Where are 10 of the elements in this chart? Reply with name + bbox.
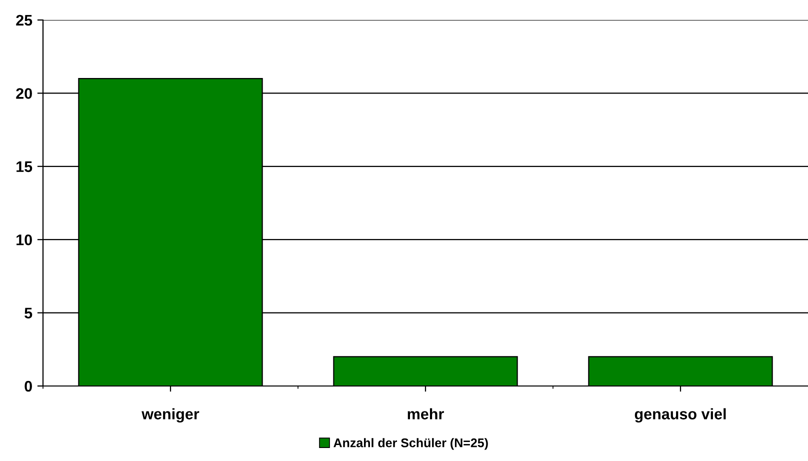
y-tick-label: 5 xyxy=(24,308,32,318)
y-tick-label: 10 xyxy=(16,234,32,246)
x-tick-label: mehr xyxy=(408,408,444,420)
legend-label: Anzahl der Schüler (N=25) xyxy=(334,438,488,450)
x-tick-label: weniger xyxy=(142,408,200,423)
y-tick-label: 25 xyxy=(16,14,32,26)
y-tick-label: 0 xyxy=(24,380,32,392)
y-tick-label: 20 xyxy=(16,88,32,99)
y-tick-label: 15 xyxy=(16,161,32,172)
x-tick-label: genauso viel xyxy=(634,408,726,423)
